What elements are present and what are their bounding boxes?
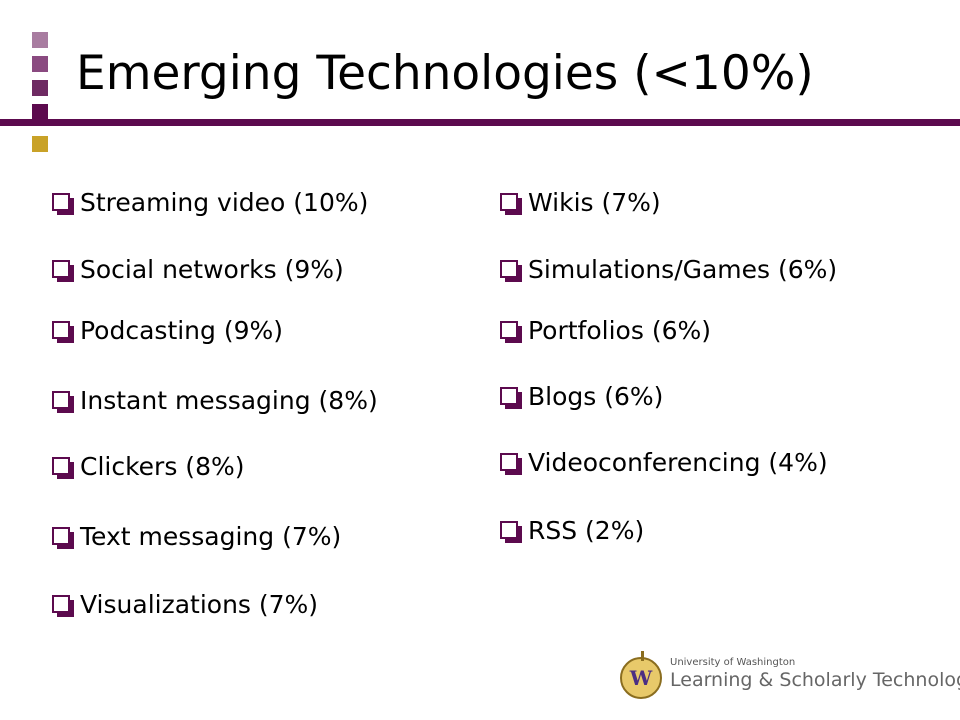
list-item-label: Social networks (9%) [80, 254, 344, 284]
checkbox-bullet-icon [500, 453, 522, 475]
list-item-label: Blogs (6%) [528, 381, 664, 411]
checkbox-bullet-icon [52, 193, 74, 215]
list-item: Simulations/Games (6%) [500, 249, 837, 289]
list-item-label: Text messaging (7%) [80, 521, 342, 551]
list-item: Instant messaging (8%) [52, 380, 378, 420]
list-item-label: RSS (2%) [528, 515, 645, 545]
seal-stem [641, 651, 644, 661]
list-item-label: Visualizations (7%) [80, 589, 319, 619]
list-item: Blogs (6%) [500, 376, 663, 416]
title-rule [0, 119, 960, 126]
list-item-label: Simulations/Games (6%) [528, 254, 838, 284]
list-item: Clickers (8%) [52, 446, 244, 486]
list-item: Social networks (9%) [52, 249, 344, 289]
decor-square-2 [32, 56, 48, 72]
checkbox-bullet-icon [500, 321, 522, 343]
list-item-label: Streaming video (10%) [80, 187, 369, 217]
list-item-label: Podcasting (9%) [80, 315, 284, 345]
uw-logo: W University of Washington Learning & Sc… [620, 651, 960, 703]
checkbox-bullet-icon [500, 387, 522, 409]
checkbox-bullet-icon [500, 260, 522, 282]
list-item-label: Wikis (7%) [528, 187, 661, 217]
list-item: RSS (2%) [500, 510, 644, 550]
list-item: Text messaging (7%) [52, 516, 341, 556]
decor-square-5 [32, 136, 48, 152]
list-item: Videoconferencing (4%) [500, 442, 828, 482]
checkbox-bullet-icon [52, 595, 74, 617]
list-item-label: Instant messaging (8%) [80, 385, 378, 415]
checkbox-bullet-icon [500, 521, 522, 543]
checkbox-bullet-icon [52, 260, 74, 282]
list-item-label: Videoconferencing (4%) [528, 447, 828, 477]
list-item: Visualizations (7%) [52, 584, 318, 624]
checkbox-bullet-icon [52, 391, 74, 413]
list-item: Portfolios (6%) [500, 310, 711, 350]
list-item: Podcasting (9%) [52, 310, 283, 350]
slide-title: Emerging Technologies (<10%) [76, 46, 814, 101]
checkbox-bullet-icon [52, 321, 74, 343]
list-item: Wikis (7%) [500, 182, 661, 222]
seal-letter: W [629, 666, 653, 690]
logo-university-name: University of Washington [670, 657, 796, 668]
decor-square-3 [32, 80, 48, 96]
uw-seal-icon: W [620, 651, 662, 699]
checkbox-bullet-icon [52, 457, 74, 479]
list-item-label: Portfolios (6%) [528, 315, 711, 345]
list-item-label: Clickers (8%) [80, 451, 245, 481]
logo-department-name: Learning & Scholarly Technologies [670, 669, 960, 691]
checkbox-bullet-icon [52, 527, 74, 549]
checkbox-bullet-icon [500, 193, 522, 215]
list-item: Streaming video (10%) [52, 182, 368, 222]
decor-square-1 [32, 32, 48, 48]
decor-square-4 [32, 104, 48, 120]
